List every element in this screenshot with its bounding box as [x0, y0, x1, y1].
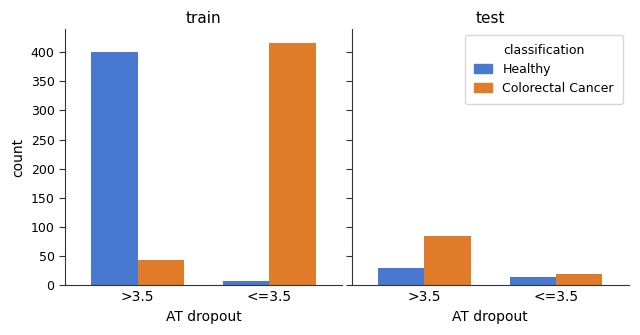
- X-axis label: AT dropout: AT dropout: [166, 310, 241, 324]
- Bar: [556, 274, 602, 285]
- Title: train: train: [186, 11, 221, 26]
- Bar: [223, 281, 269, 285]
- Bar: [92, 52, 138, 285]
- Bar: [269, 43, 316, 285]
- Bar: [424, 236, 470, 285]
- X-axis label: AT dropout: AT dropout: [452, 310, 528, 324]
- Bar: [510, 277, 556, 285]
- Y-axis label: count: count: [11, 137, 25, 177]
- Title: test: test: [476, 11, 505, 26]
- Bar: [378, 268, 424, 285]
- Legend: Healthy, Colorectal Cancer: Healthy, Colorectal Cancer: [465, 35, 623, 104]
- Bar: [138, 260, 184, 285]
